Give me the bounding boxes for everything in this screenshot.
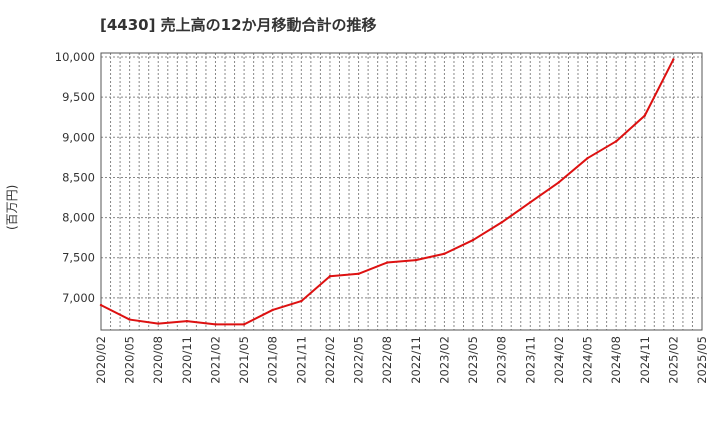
data-point: [586, 156, 589, 160]
data-point: [242, 323, 246, 326]
data-point: [157, 322, 160, 325]
x-tick-label: 2023/08: [495, 336, 509, 384]
data-point: [385, 261, 389, 264]
y-tick-label: 7,500: [62, 251, 95, 265]
data-point: [414, 258, 418, 262]
x-tick-label: 2022/05: [352, 336, 366, 384]
data-point: [328, 275, 332, 278]
data-point: [128, 318, 131, 321]
x-tick-label: 2022/02: [323, 336, 337, 384]
data-point: [357, 272, 360, 275]
x-tick-label: 2024/02: [552, 336, 566, 384]
data-point: [271, 308, 274, 312]
data-point: [643, 114, 646, 117]
x-tick-label: 2021/05: [237, 336, 251, 384]
x-tick-label: 2021/02: [208, 336, 222, 384]
x-tick-label: 2020/11: [180, 336, 194, 384]
x-tick-label: 2022/11: [409, 336, 423, 384]
data-point: [529, 201, 532, 204]
x-tick-label: 2023/11: [523, 336, 537, 384]
data-point: [185, 319, 189, 323]
x-tick-label: 2024/08: [609, 336, 623, 384]
y-tick-label: 8,000: [62, 211, 95, 225]
data-point: [557, 181, 561, 184]
data-point: [614, 140, 618, 143]
x-tick-label: 2022/08: [380, 336, 394, 384]
x-tick-label: 2024/05: [581, 336, 595, 384]
y-tick-label: 7,000: [62, 291, 95, 305]
x-tick-label: 2023/02: [437, 336, 451, 384]
chart-title: [4430] 売上高の12か月移動合計の推移: [100, 16, 377, 34]
data-point: [672, 58, 675, 61]
data-point: [500, 221, 503, 224]
x-tick-label: 2020/08: [151, 336, 165, 384]
data-point: [214, 323, 217, 326]
x-tick-label: 2025/02: [666, 336, 680, 384]
x-tick-label: 2020/02: [94, 336, 108, 384]
data-point: [471, 238, 475, 242]
x-tick-label: 2023/05: [466, 336, 480, 384]
y-tick-label: 8,500: [62, 170, 95, 184]
x-tick-label: 2021/11: [294, 336, 308, 384]
data-point: [300, 299, 303, 303]
x-tick-label: 2025/05: [695, 336, 709, 384]
y-tick-label: 9,000: [62, 130, 95, 144]
plot-border: [100, 52, 703, 331]
data-point: [443, 252, 446, 255]
y-tick-label: 9,500: [62, 90, 95, 104]
plot-area: [101, 53, 702, 330]
x-tick-label: 2020/05: [123, 336, 137, 384]
x-tick-label: 2021/08: [266, 336, 280, 384]
x-tick-label: 2024/11: [638, 336, 652, 384]
data-point: [99, 303, 103, 307]
y-tick-label: 10,000: [55, 50, 95, 64]
